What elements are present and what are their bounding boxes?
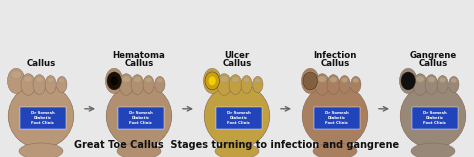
Ellipse shape [45, 76, 56, 94]
Ellipse shape [243, 77, 250, 83]
Ellipse shape [411, 143, 455, 157]
Ellipse shape [318, 76, 327, 82]
Ellipse shape [401, 72, 415, 90]
Ellipse shape [145, 77, 152, 83]
Ellipse shape [59, 78, 65, 83]
Ellipse shape [21, 74, 36, 95]
Ellipse shape [220, 76, 228, 82]
Text: Dr Somesh
Diabetic
Foot Clinic: Dr Somesh Diabetic Foot Clinic [227, 111, 250, 125]
Ellipse shape [106, 84, 172, 148]
Ellipse shape [255, 78, 261, 83]
Ellipse shape [341, 77, 348, 83]
Ellipse shape [451, 78, 457, 83]
Ellipse shape [305, 71, 316, 78]
Ellipse shape [143, 76, 154, 94]
Ellipse shape [253, 76, 263, 93]
Text: Great Toe Callus  Stages turning to infection and gangrene: Great Toe Callus Stages turning to infec… [74, 140, 400, 150]
Ellipse shape [8, 84, 74, 148]
Ellipse shape [217, 74, 231, 95]
Ellipse shape [353, 78, 359, 83]
Ellipse shape [205, 72, 219, 90]
Ellipse shape [327, 75, 340, 94]
Ellipse shape [207, 71, 218, 78]
Text: Dr Somesh
Diabetic
Foot Clinic: Dr Somesh Diabetic Foot Clinic [31, 111, 55, 125]
Ellipse shape [56, 76, 67, 93]
Ellipse shape [303, 72, 318, 90]
Text: Callus: Callus [419, 59, 447, 68]
Ellipse shape [24, 76, 33, 82]
Ellipse shape [105, 68, 123, 94]
Ellipse shape [229, 75, 242, 94]
Ellipse shape [416, 76, 425, 82]
Ellipse shape [215, 143, 259, 157]
Ellipse shape [36, 77, 43, 83]
Ellipse shape [425, 75, 438, 94]
Ellipse shape [448, 76, 459, 93]
Ellipse shape [157, 78, 163, 83]
Ellipse shape [241, 76, 252, 94]
Ellipse shape [329, 77, 337, 83]
Ellipse shape [339, 76, 350, 94]
Ellipse shape [117, 143, 161, 157]
Ellipse shape [315, 74, 329, 95]
Ellipse shape [155, 76, 165, 93]
Ellipse shape [19, 143, 63, 157]
Text: Callus: Callus [124, 59, 154, 68]
Text: Dr Somesh
Diabetic
Foot Clinic: Dr Somesh Diabetic Foot Clinic [325, 111, 348, 125]
Ellipse shape [313, 143, 357, 157]
Ellipse shape [302, 84, 368, 148]
Ellipse shape [47, 77, 54, 83]
Ellipse shape [209, 76, 216, 85]
Ellipse shape [203, 68, 221, 94]
FancyBboxPatch shape [411, 107, 457, 129]
FancyBboxPatch shape [118, 107, 164, 129]
Ellipse shape [119, 74, 133, 95]
Ellipse shape [134, 77, 141, 83]
FancyBboxPatch shape [216, 107, 262, 129]
Ellipse shape [428, 77, 435, 83]
Text: Callus: Callus [222, 59, 252, 68]
Text: Infection: Infection [313, 51, 357, 60]
Text: Ulcer: Ulcer [224, 51, 250, 60]
Ellipse shape [11, 71, 21, 78]
Ellipse shape [107, 72, 121, 90]
Ellipse shape [109, 71, 119, 78]
Ellipse shape [403, 71, 413, 78]
Ellipse shape [131, 75, 144, 94]
FancyBboxPatch shape [314, 107, 360, 129]
Ellipse shape [439, 77, 446, 83]
Ellipse shape [437, 76, 448, 94]
Ellipse shape [33, 75, 46, 94]
Ellipse shape [122, 76, 130, 82]
Ellipse shape [400, 84, 466, 148]
Text: Callus: Callus [320, 59, 350, 68]
Ellipse shape [301, 68, 319, 94]
Ellipse shape [232, 77, 239, 83]
Ellipse shape [110, 76, 118, 85]
Text: Hematoma: Hematoma [113, 51, 165, 60]
Text: Callus: Callus [27, 59, 55, 68]
Ellipse shape [204, 84, 270, 148]
Ellipse shape [8, 68, 25, 94]
Text: Gangrene: Gangrene [410, 51, 456, 60]
FancyBboxPatch shape [19, 107, 65, 129]
Ellipse shape [413, 74, 428, 95]
Text: Dr Somesh
Diabetic
Foot Clinic: Dr Somesh Diabetic Foot Clinic [423, 111, 447, 125]
Text: Dr Somesh
Diabetic
Foot Clinic: Dr Somesh Diabetic Foot Clinic [129, 111, 153, 125]
Ellipse shape [351, 76, 361, 93]
Ellipse shape [400, 68, 417, 94]
